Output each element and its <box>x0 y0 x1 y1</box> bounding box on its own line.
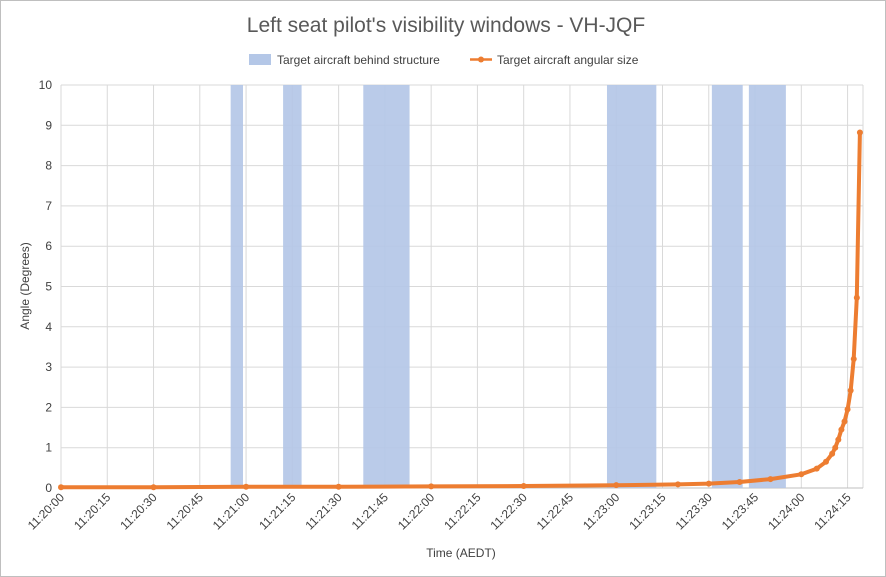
legend-label-windows: Target aircraft behind structure <box>277 53 440 67</box>
y-tick-label: 1 <box>45 441 52 455</box>
legend-swatch-windows <box>249 54 271 65</box>
x-tick-label: 11:22:15 <box>441 490 484 533</box>
data-point <box>847 387 854 394</box>
gridlines <box>60 84 864 489</box>
data-point <box>850 356 857 363</box>
data-point <box>613 482 620 489</box>
y-tick-label: 0 <box>45 481 52 495</box>
x-tick-label: 11:20:15 <box>71 490 114 533</box>
x-tick-label: 11:24:00 <box>765 490 808 533</box>
data-point <box>856 129 863 136</box>
x-tick-label: 11:21:45 <box>349 490 392 533</box>
data-point <box>767 476 774 483</box>
structure-window-band <box>711 85 743 488</box>
data-point <box>674 481 681 488</box>
x-tick-label: 11:20:00 <box>25 490 68 533</box>
structure-window-band <box>606 85 657 488</box>
x-tick-label: 11:21:15 <box>256 490 299 533</box>
y-axis-ticks: 0 1 2 3 4 5 6 7 8 9 10 <box>39 78 53 495</box>
data-point <box>813 465 820 472</box>
y-axis-label: Angle (Degrees) <box>18 242 32 329</box>
x-tick-label: 11:24:15 <box>811 490 854 533</box>
data-point <box>335 483 342 490</box>
x-tick-label: 11:22:00 <box>395 490 438 533</box>
data-point <box>736 478 743 485</box>
x-tick-label: 11:23:45 <box>719 490 762 533</box>
structure-windows <box>230 85 786 488</box>
data-point <box>705 480 712 487</box>
x-tick-label: 11:20:30 <box>117 490 160 533</box>
y-tick-label: 5 <box>45 280 52 294</box>
x-tick-label: 11:21:00 <box>210 490 253 533</box>
y-tick-label: 9 <box>45 118 52 132</box>
data-point <box>832 444 839 451</box>
x-tick-label: 11:23:15 <box>626 490 669 533</box>
x-axis-ticks: 11:20:00 11:20:15 11:20:30 11:20:45 11:21:00… <box>25 490 854 533</box>
data-point <box>841 418 848 425</box>
data-point <box>243 483 250 490</box>
y-tick-label: 6 <box>45 239 52 253</box>
y-tick-label: 4 <box>45 320 52 334</box>
structure-window-band <box>363 85 410 488</box>
structure-window-band <box>230 85 243 488</box>
x-tick-label: 11:21:30 <box>302 490 345 533</box>
data-point <box>822 458 829 465</box>
data-point <box>58 484 64 491</box>
x-tick-label: 11:22:45 <box>534 490 577 533</box>
y-tick-label: 10 <box>39 78 53 92</box>
x-tick-label: 11:23:30 <box>673 490 716 533</box>
data-point <box>520 482 527 489</box>
legend: Target aircraft behind structure Target … <box>249 53 639 67</box>
y-tick-label: 2 <box>45 400 52 414</box>
angular-size-line <box>59 130 862 490</box>
x-tick-label: 11:20:45 <box>164 490 207 533</box>
data-point <box>150 484 157 491</box>
data-point <box>838 426 845 433</box>
data-point <box>798 471 805 478</box>
legend-label-angular-size: Target aircraft angular size <box>497 53 639 67</box>
y-tick-label: 3 <box>45 360 52 374</box>
data-point <box>853 294 860 301</box>
data-point <box>835 436 842 443</box>
legend-swatch-marker <box>478 56 484 63</box>
x-tick-label: 11:23:00 <box>580 490 623 533</box>
data-point <box>844 406 851 413</box>
structure-window-band <box>283 85 302 488</box>
structure-window-band <box>748 85 786 488</box>
chart-title: Left seat pilot's visibility windows - V… <box>247 14 645 37</box>
data-point <box>428 483 435 490</box>
angular-size-series <box>58 129 863 491</box>
y-tick-label: 7 <box>45 199 52 213</box>
x-tick-label: 11:22:30 <box>488 490 531 533</box>
y-tick-label: 8 <box>45 159 52 173</box>
data-point <box>829 450 836 457</box>
x-axis-label: Time (AEDT) <box>426 546 496 560</box>
